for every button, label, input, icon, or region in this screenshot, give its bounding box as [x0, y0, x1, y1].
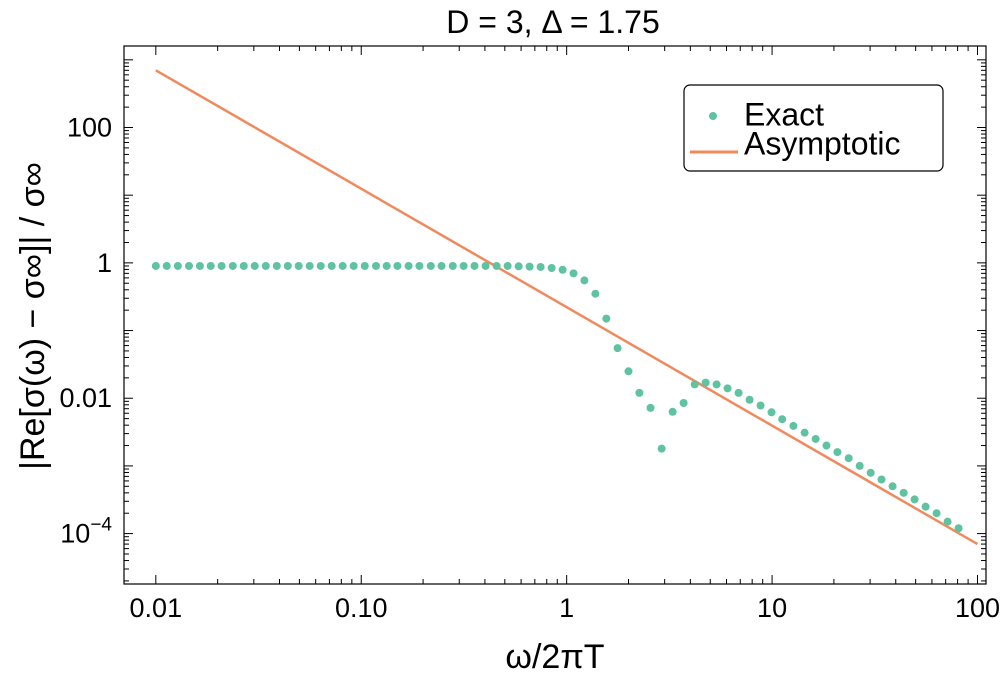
legend-label-asymptotic: Asymptotic — [744, 125, 900, 161]
exact-point — [613, 344, 622, 353]
legend-label-exact: Exact — [744, 96, 824, 132]
exact-point — [899, 488, 908, 497]
exact-point — [151, 261, 160, 270]
exact-point — [481, 261, 490, 270]
y-tick-label: 1 — [97, 248, 112, 278]
exact-point — [910, 495, 919, 504]
x-tick-label: 10 — [757, 593, 787, 623]
tick-layer: 0.01 0.10 1 10 100 100 1 0.01 10−4 — [59, 46, 1000, 623]
exact-point — [591, 289, 600, 298]
exact-point — [745, 395, 754, 404]
exact-point — [723, 384, 732, 393]
exact-point — [822, 441, 831, 450]
exact-point — [514, 262, 523, 271]
exact-point — [921, 502, 930, 511]
exact-point — [272, 261, 281, 270]
exact-point — [789, 421, 798, 430]
exact-point — [162, 261, 171, 270]
exact-point — [756, 401, 765, 410]
y-tick-label: 100 — [67, 112, 112, 142]
exact-point — [844, 454, 853, 463]
exact-point — [668, 407, 677, 416]
exact-point — [712, 380, 721, 389]
exact-point — [184, 261, 193, 270]
exact-point — [349, 261, 358, 270]
exact-point — [558, 265, 567, 274]
y-tick-label: 10−4 — [60, 515, 112, 549]
exact-point — [657, 444, 666, 453]
exact-point — [932, 509, 941, 518]
plot-frame — [123, 45, 987, 585]
exact-point — [195, 261, 204, 270]
exact-point — [338, 261, 347, 270]
exact-point — [250, 261, 259, 270]
exact-point — [833, 448, 842, 457]
exact-point — [602, 314, 611, 323]
exact-point — [525, 262, 534, 271]
exact-point — [316, 261, 325, 270]
exact-point — [635, 388, 644, 397]
exact-point — [536, 262, 545, 271]
exact-point — [954, 524, 963, 533]
exact-point — [767, 408, 776, 417]
exact-point — [360, 261, 369, 270]
y-tick-label: 0.01 — [59, 383, 112, 413]
exact-point — [404, 261, 413, 270]
exact-point — [866, 468, 875, 477]
exact-point — [679, 399, 688, 408]
exact-point — [459, 261, 468, 270]
exact-point — [470, 261, 479, 270]
x-axis-label: ω/2πT — [505, 638, 604, 676]
exact-point — [437, 261, 446, 270]
exact-point — [261, 261, 270, 270]
exact-point — [206, 261, 215, 270]
exact-point — [943, 517, 952, 526]
x-tick-label: 1 — [559, 593, 574, 623]
exact-point — [393, 261, 402, 270]
x-tick-label: 0.10 — [335, 593, 388, 623]
y-axis-label: |Re[σ(ω) − σ∞]| / σ∞ — [14, 162, 52, 470]
exact-point — [492, 261, 501, 270]
exact-point — [569, 269, 578, 278]
exact-point — [294, 261, 303, 270]
exact-point — [800, 428, 809, 437]
exact-point — [624, 367, 633, 376]
exact-point — [547, 263, 556, 272]
chart-title: D = 3, Δ = 1.75 — [446, 4, 660, 40]
exact-point — [382, 261, 391, 270]
exact-point — [503, 261, 512, 270]
asymptotic-line — [155, 69, 979, 546]
x-tick-label: 0.01 — [130, 593, 183, 623]
exact-point — [580, 276, 589, 285]
legend: Exact Asymptotic — [683, 84, 944, 172]
exact-point — [283, 261, 292, 270]
exact-point — [778, 415, 787, 424]
x-tick-label: 100 — [955, 593, 1000, 623]
exact-point — [305, 261, 314, 270]
series-layer — [151, 69, 979, 546]
exact-point — [811, 434, 820, 443]
exact-point — [448, 261, 457, 270]
legend-marker-exact — [709, 112, 717, 120]
exact-point — [239, 261, 248, 270]
exact-point — [228, 261, 237, 270]
exact-point — [734, 388, 743, 397]
exact-point — [690, 380, 699, 389]
exact-point — [415, 261, 424, 270]
exact-point — [426, 261, 435, 270]
exact-point — [173, 261, 182, 270]
exact-point — [888, 482, 897, 491]
exact-point — [327, 261, 336, 270]
exact-point — [217, 261, 226, 270]
exact-point — [646, 403, 655, 412]
exact-point — [855, 461, 864, 470]
legend-box — [683, 84, 944, 172]
exact-point — [877, 475, 886, 484]
exact-point — [372, 261, 381, 270]
exact-point — [701, 378, 710, 387]
